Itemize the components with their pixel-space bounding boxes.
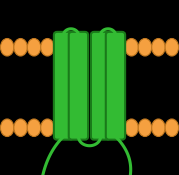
Ellipse shape: [138, 119, 152, 136]
Ellipse shape: [27, 38, 41, 56]
Ellipse shape: [125, 38, 138, 56]
FancyBboxPatch shape: [69, 32, 88, 140]
Ellipse shape: [125, 119, 138, 136]
FancyBboxPatch shape: [54, 32, 73, 140]
Ellipse shape: [41, 119, 54, 136]
FancyBboxPatch shape: [106, 32, 125, 140]
Ellipse shape: [109, 119, 122, 136]
Ellipse shape: [14, 38, 27, 56]
Ellipse shape: [138, 38, 152, 56]
Ellipse shape: [14, 119, 27, 136]
Ellipse shape: [72, 119, 85, 136]
Ellipse shape: [1, 38, 14, 56]
Ellipse shape: [94, 119, 107, 136]
FancyBboxPatch shape: [91, 32, 110, 140]
Ellipse shape: [165, 119, 179, 136]
Ellipse shape: [152, 119, 165, 136]
Ellipse shape: [27, 119, 41, 136]
Ellipse shape: [94, 38, 107, 56]
Ellipse shape: [41, 38, 54, 56]
Ellipse shape: [109, 38, 122, 56]
Ellipse shape: [1, 119, 14, 136]
Ellipse shape: [57, 119, 70, 136]
Ellipse shape: [57, 38, 70, 56]
Ellipse shape: [165, 38, 179, 56]
Ellipse shape: [72, 38, 85, 56]
Ellipse shape: [152, 38, 165, 56]
